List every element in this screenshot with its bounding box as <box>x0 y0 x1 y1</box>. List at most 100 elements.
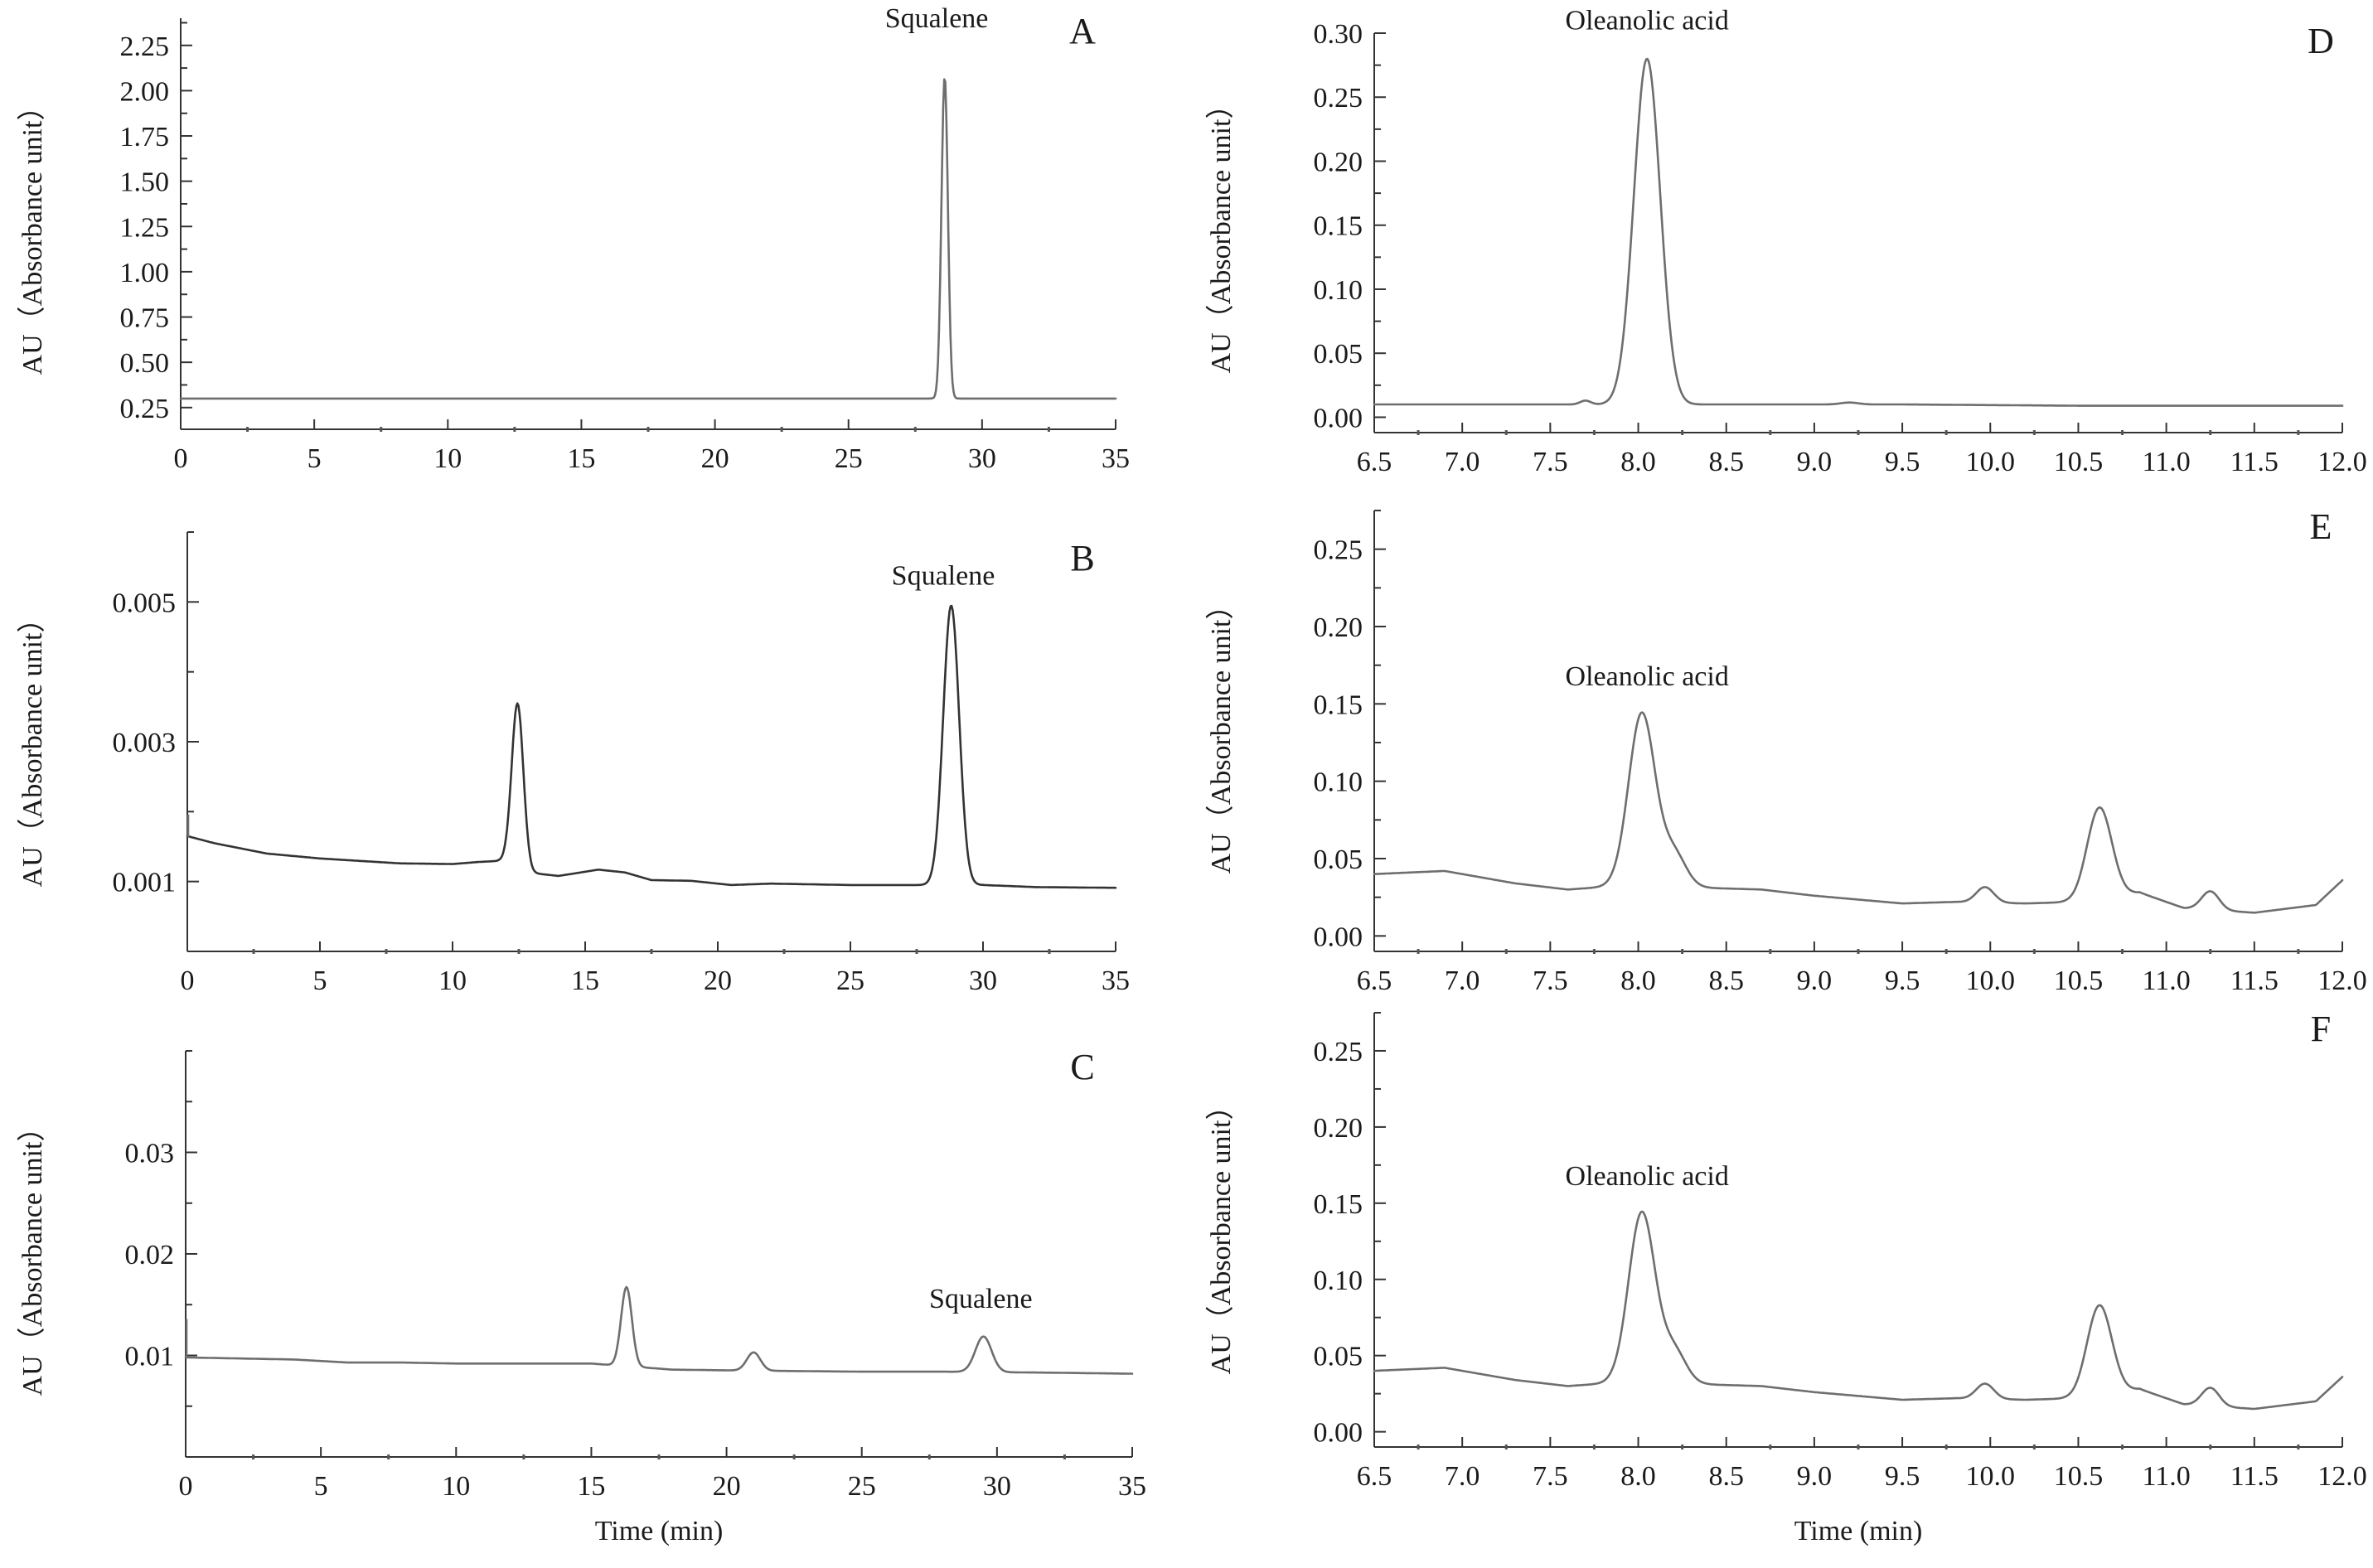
y-tick-label: 0.20 <box>1314 1113 1363 1144</box>
peak-label: Squalene <box>929 1284 1033 1314</box>
y-tick-label: 2.25 <box>120 31 170 62</box>
x-tick-label: 35 <box>1118 1471 1146 1502</box>
chart-panel-e: 0.00 0.05 0.10 0.15 0.20 0.25 6.5 7.0 7.5 8.0 8.5 9… <box>1205 506 2367 996</box>
x-tick-label: 15 <box>571 965 599 996</box>
y-axis-title: AU（Absorbance unit） <box>1205 1092 1237 1375</box>
x-tick-label: 35 <box>1102 443 1130 474</box>
y-tick-label: 0.15 <box>1314 690 1363 720</box>
x-tick-label: 11.0 <box>2143 447 2191 477</box>
x-tick-label: 9.5 <box>1885 965 1920 996</box>
chart-panel-d: 0.00 0.05 0.10 0.15 0.20 0.25 0.30 6.5 7.0 7.5 8.0… <box>1205 5 2367 477</box>
chart-panel-a: 0.25 0.50 0.75 1.00 1.25 1.50 1.75 2.00 2.25 0 5 10… <box>17 3 1130 474</box>
x-tick-label: 30 <box>983 1471 1011 1502</box>
x-tick-label: 7.5 <box>1533 447 1568 477</box>
x-tick-label: 20 <box>713 1471 741 1502</box>
x-tick-label: 9.5 <box>1885 1461 1920 1492</box>
y-tick-label: 0.25 <box>120 394 170 424</box>
x-tick-label: 9.0 <box>1797 447 1833 477</box>
panel-letter: C <box>1070 1047 1094 1087</box>
x-tick-label: 5 <box>314 1471 328 1502</box>
peak-label: Squalene <box>885 3 989 34</box>
y-tick-label: 0.00 <box>1314 1418 1363 1449</box>
y-tick-label: 0.25 <box>1314 83 1363 114</box>
x-tick-label: 10 <box>438 965 467 996</box>
y-tick-label: 0.20 <box>1314 147 1363 177</box>
x-tick-label: 8.0 <box>1620 965 1656 996</box>
y-tick-label: 0.15 <box>1314 1189 1363 1220</box>
y-tick-label: 0.10 <box>1314 275 1363 306</box>
chromatogram-trace <box>179 78 1117 400</box>
y-tick-label: 0.03 <box>125 1139 175 1169</box>
y-axis-title: AU（Absorbance unit） <box>17 605 48 888</box>
y-tick-label: 1.75 <box>120 122 170 152</box>
x-tick-label: 6.5 <box>1357 965 1392 996</box>
y-tick-label: 1.50 <box>120 167 170 198</box>
x-axis-title: Time (min) <box>595 1516 724 1546</box>
x-tick-label: 0 <box>181 965 195 996</box>
x-tick-label: 30 <box>969 965 997 996</box>
panel-letter: A <box>1069 11 1096 51</box>
chromatogram-trace <box>184 1285 1134 1375</box>
x-tick-label: 7.0 <box>1445 447 1480 477</box>
peak-label: Oleanolic acid <box>1566 661 1729 692</box>
y-tick-label: 0.50 <box>120 348 170 379</box>
x-tick-label: 15 <box>577 1471 605 1502</box>
x-tick-label: 10 <box>433 443 462 474</box>
y-tick-label: 2.00 <box>120 76 170 107</box>
x-axis-title: Time (min) <box>1794 1516 1923 1546</box>
x-tick-label: 20 <box>701 443 729 474</box>
y-tick-label: 0.00 <box>1314 403 1363 433</box>
x-tick-label: 35 <box>1102 965 1130 996</box>
x-tick-label: 5 <box>308 443 322 474</box>
y-tick-label: 0.003 <box>113 728 177 758</box>
peak-label: Oleanolic acid <box>1566 5 1729 36</box>
x-tick-label: 7.5 <box>1533 965 1568 996</box>
peak-label: Squalene <box>892 560 995 591</box>
y-tick-label: 0.01 <box>125 1342 175 1372</box>
chromatogram-trace <box>1373 57 2344 407</box>
y-tick-label: 1.00 <box>120 258 170 288</box>
x-tick-label: 8.5 <box>1708 965 1744 996</box>
x-tick-label: 8.0 <box>1620 447 1656 477</box>
x-tick-label: 30 <box>968 443 996 474</box>
chromatogram-trace <box>186 604 1117 889</box>
x-tick-label: 6.5 <box>1357 1461 1392 1492</box>
peak-label: Oleanolic acid <box>1566 1161 1729 1192</box>
panel-letter: E <box>2310 506 2332 547</box>
x-tick-label: 7.5 <box>1533 1461 1568 1492</box>
y-axis-title: AU（Absorbance unit） <box>17 1114 48 1396</box>
x-tick-label: 11.5 <box>2230 965 2279 996</box>
y-tick-label: 0.001 <box>113 868 177 898</box>
x-tick-label: 7.0 <box>1445 965 1480 996</box>
x-tick-label: 25 <box>848 1471 876 1502</box>
x-tick-label: 8.0 <box>1620 1461 1656 1492</box>
y-tick-label: 0.75 <box>120 303 170 334</box>
x-tick-label: 6.5 <box>1357 447 1392 477</box>
y-tick-label: 0.02 <box>125 1240 175 1270</box>
y-axis-title: AU（Absorbance unit） <box>1205 592 1237 874</box>
chart-panel-c: 0.01 0.02 0.03 0 5 10 15 20 25 30 35 Squalene C AU（Ab… <box>17 1047 1146 1546</box>
panel-letter: F <box>2311 1009 2331 1049</box>
y-tick-label: 0.25 <box>1314 535 1363 566</box>
y-tick-label: 0.10 <box>1314 1266 1363 1296</box>
x-tick-label: 10.5 <box>2054 1461 2104 1492</box>
x-tick-label: 10.0 <box>1966 965 2016 996</box>
x-tick-label: 11.5 <box>2230 447 2279 477</box>
x-tick-label: 10.0 <box>1966 447 2016 477</box>
x-tick-label: 8.5 <box>1708 447 1744 477</box>
y-tick-label: 1.25 <box>120 212 170 243</box>
y-tick-label: 0.25 <box>1314 1037 1363 1067</box>
y-tick-label: 0.15 <box>1314 211 1363 242</box>
y-axis-title: AU（Absorbance unit） <box>17 93 48 375</box>
x-tick-label: 0 <box>174 443 188 474</box>
chart-panel-f: 0.00 0.05 0.10 0.15 0.20 0.25 6.5 7.0 7.5 8.0 8.5 9… <box>1205 1009 2367 1546</box>
x-tick-label: 9.0 <box>1797 1461 1833 1492</box>
y-axis-title: AU（Absorbance unit） <box>1205 91 1237 374</box>
chromatogram-trace <box>1373 1210 2344 1411</box>
x-tick-label: 15 <box>567 443 595 474</box>
y-tick-label: 0.05 <box>1314 844 1363 875</box>
chart-panel-b: 0.001 0.003 0.005 0 5 10 15 20 25 30 35 Squalene B AU… <box>17 531 1130 996</box>
x-tick-label: 9.5 <box>1885 447 1920 477</box>
